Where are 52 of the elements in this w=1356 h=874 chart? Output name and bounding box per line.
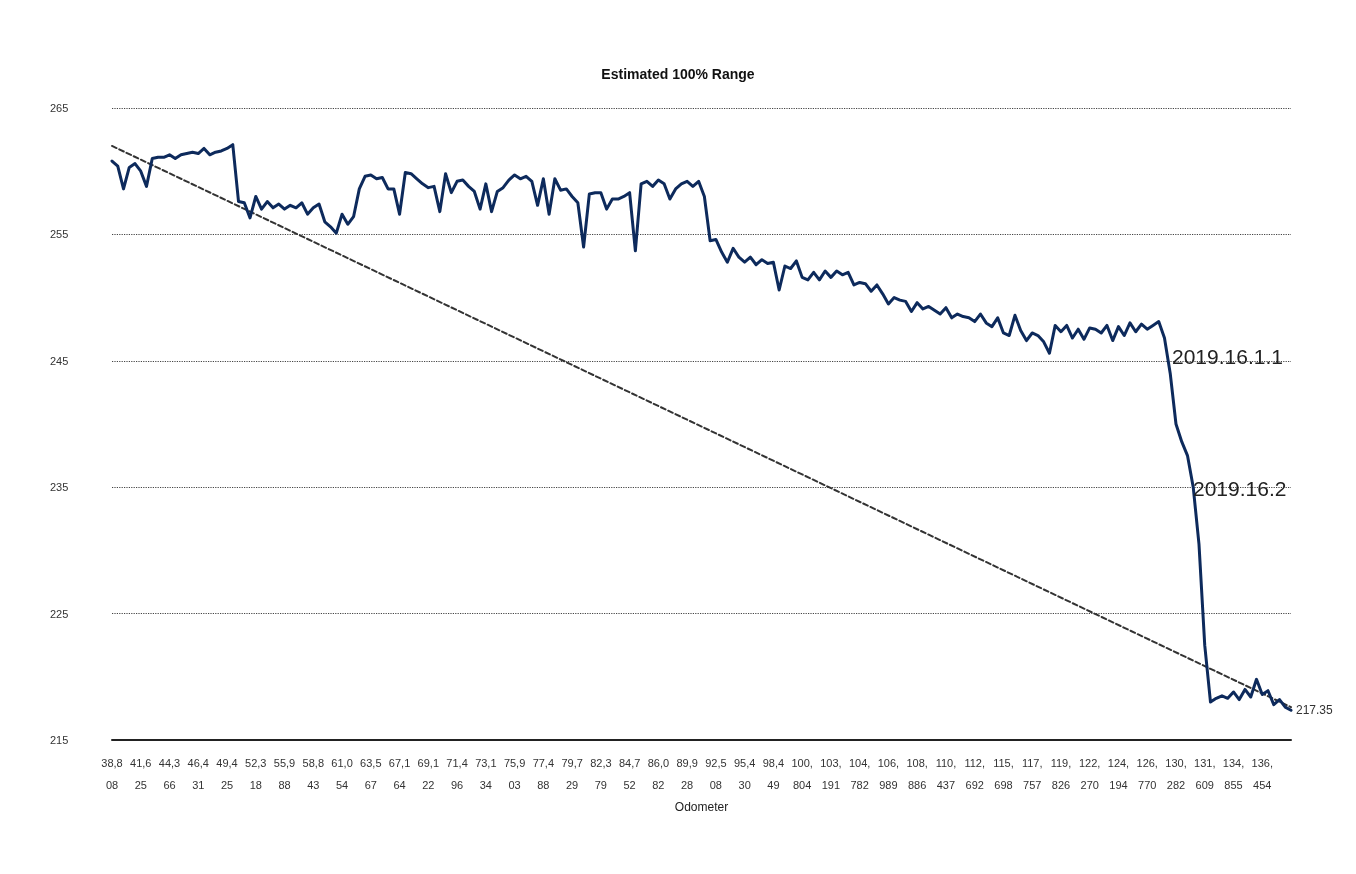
x-tick-label: 131,609 [1194, 757, 1216, 791]
x-tick-label: 44,366 [158, 757, 181, 791]
x-tick-label: 52,318 [245, 757, 267, 791]
x-tick-label: 117,757 [1021, 757, 1043, 791]
x-tick-label: 115,698 [993, 757, 1014, 791]
x-tick-label: 98,449 [762, 757, 785, 791]
x-tick-label: 134,855 [1222, 757, 1245, 791]
x-tick-label: 46,431 [187, 757, 209, 791]
y-tick-label: 255 [50, 228, 69, 241]
x-tick-label: 130,282 [1165, 757, 1187, 791]
x-tick-label: 77,488 [532, 757, 555, 791]
x-tick-label: 92,508 [705, 757, 727, 791]
y-tick-label: 225 [50, 607, 69, 620]
x-tick-label: 38,808 [101, 757, 123, 791]
x-tick-label: 63,567 [360, 757, 382, 791]
x-tick-label: 55,988 [273, 757, 296, 791]
x-tick-label: 67,164 [388, 757, 411, 791]
x-tick-label: 95,430 [733, 757, 756, 791]
y-tick-label: 245 [50, 354, 69, 367]
x-tick-label: 126,770 [1136, 757, 1158, 791]
x-tick-label: 86,082 [647, 757, 670, 791]
x-tick-label: 58,843 [302, 757, 324, 791]
chart-title: Estimated 100% Range [601, 66, 755, 82]
annotation: 2019.16.2 [1193, 477, 1287, 500]
y-tick-label: 265 [50, 102, 69, 114]
x-tick-label: 104,782 [848, 757, 871, 791]
x-tick-label: 112,692 [964, 757, 985, 791]
x-tick-label: 122,270 [1079, 757, 1101, 791]
x-tick-label: 106,989 [877, 757, 900, 791]
x-tick-label: 73,134 [475, 757, 497, 791]
x-tick-label: 100,804 [791, 757, 813, 791]
x-tick-label: 89,928 [676, 757, 698, 791]
x-tick-label: 69,122 [417, 757, 440, 791]
data-label: 217.35 [1296, 703, 1334, 718]
x-tick-label: 119,826 [1050, 757, 1072, 791]
x-tick-label: 41,625 [130, 757, 152, 791]
x-tick-label: 71,496 [446, 757, 468, 791]
y-tick-label: 235 [50, 481, 69, 494]
annotation: 2019.16.1.1 [1172, 345, 1283, 368]
y-tick-label: 215 [50, 734, 69, 746]
x-tick-label: 136,454 [1251, 757, 1273, 791]
x-tick-label: 82,379 [590, 757, 612, 791]
x-tick-label: 79,729 [561, 757, 583, 791]
x-tick-label: 108,886 [906, 757, 928, 791]
x-tick-label: 110,437 [935, 757, 957, 791]
x-tick-label: 84,752 [618, 757, 641, 791]
x-tick-label: 124,194 [1107, 757, 1130, 791]
x-tick-label: 61,054 [331, 757, 353, 791]
x-axis-title: Odometer [674, 799, 729, 814]
x-tick-label: 49,425 [216, 757, 238, 791]
x-tick-label: 103,191 [820, 757, 842, 791]
x-tick-label: 75,903 [503, 757, 526, 791]
